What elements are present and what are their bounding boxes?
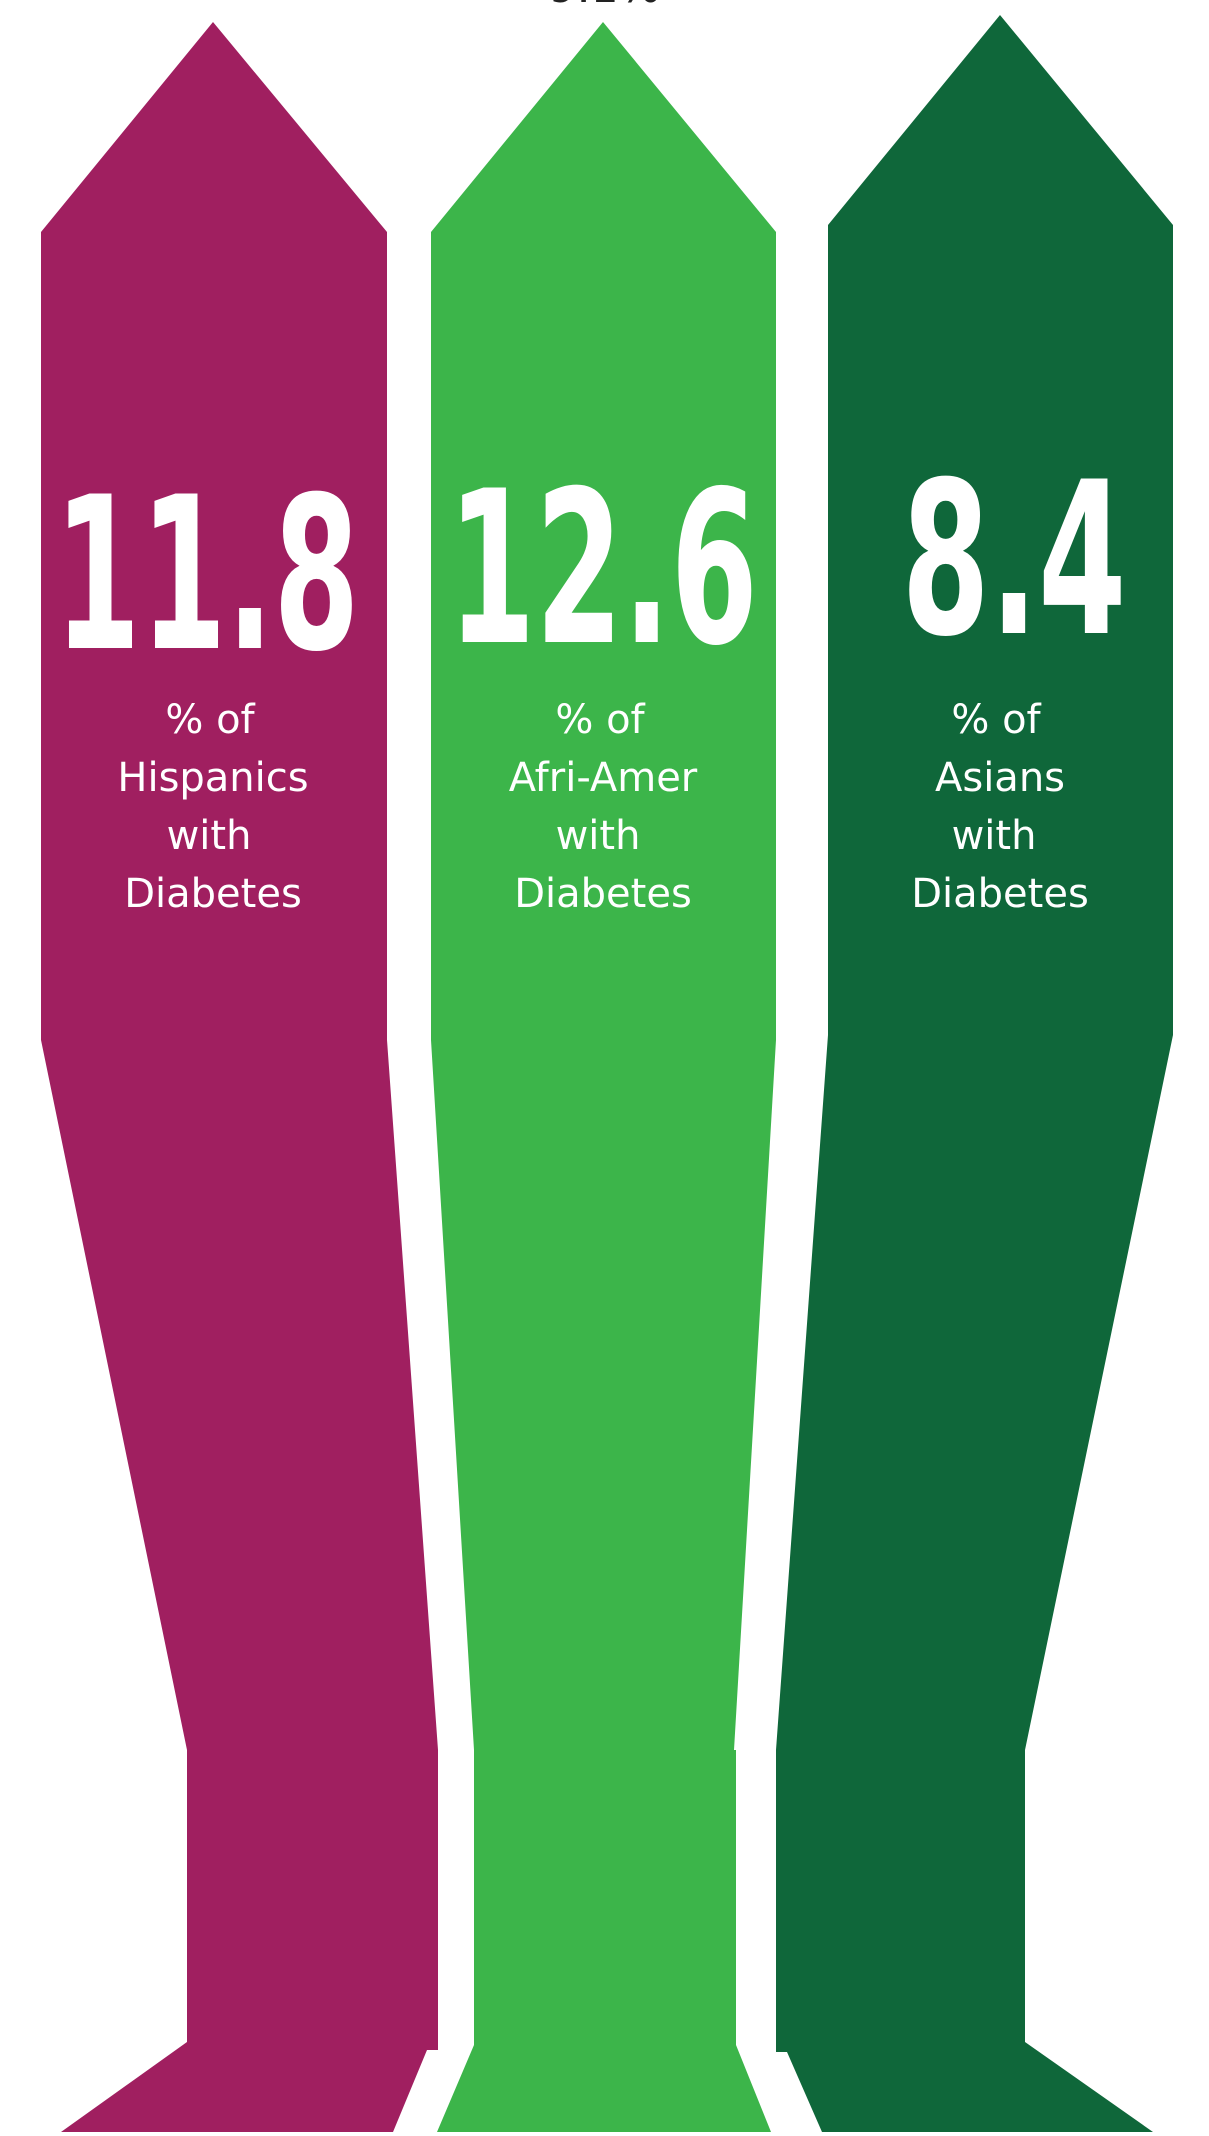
caption-afri-amer-line-4: Diabetes (514, 871, 692, 917)
value-afri-amer: 12.6 (448, 445, 758, 692)
top-partial-value: 9.1% (0, 0, 1209, 10)
caption-hispanics-line-2: Hispanics (117, 755, 308, 801)
value-hispanics: 11.8 (55, 451, 360, 698)
caption-asians-line-1: % of (951, 697, 1041, 743)
caption-afri-amer-line-3: with (556, 813, 641, 859)
caption-afri-amer-line-1: % of (555, 697, 645, 743)
caption-asians-line-3: with (952, 813, 1037, 859)
caption-hispanics-line-1: % of (165, 697, 255, 743)
caption-asians-line-2: Asians (935, 755, 1065, 801)
arrow-asians: 8.4 % of Asians with Diabetes (776, 15, 1173, 2132)
caption-afri-amer-line-2: Afri-Amer (509, 755, 698, 801)
arrow-afri-amer-shape (431, 22, 776, 2132)
arrow-hispanics-shape (41, 22, 438, 2132)
arrow-asians-shape (776, 15, 1173, 2132)
arrow-afri-amer: 12.6 % of Afri-Amer with Diabetes (431, 22, 776, 2132)
value-asians: 8.4 (902, 436, 1127, 683)
caption-hispanics-line-4: Diabetes (124, 871, 302, 917)
arrow-hispanics: 11.8 % of Hispanics with Diabetes (41, 22, 438, 2132)
caption-asians-line-4: Diabetes (911, 871, 1089, 917)
caption-hispanics-line-3: with (167, 813, 252, 859)
